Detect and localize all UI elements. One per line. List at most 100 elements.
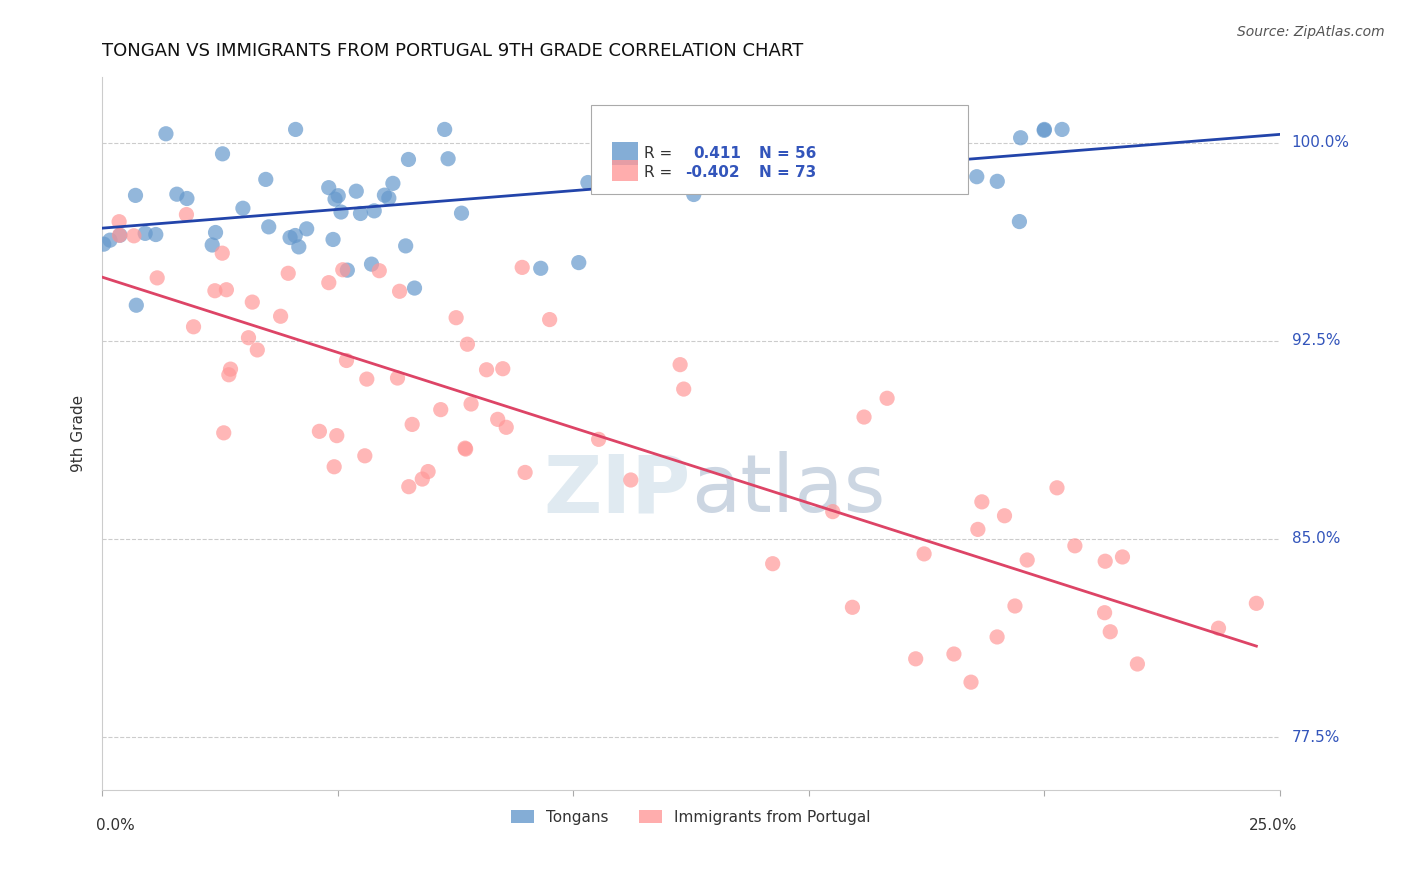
Point bbox=[284, 228, 307, 243]
Point bbox=[986, 174, 1008, 188]
Text: 100.0%: 100.0% bbox=[1292, 136, 1350, 150]
Point bbox=[387, 371, 409, 385]
Point bbox=[672, 382, 695, 396]
Point bbox=[183, 319, 205, 334]
Point bbox=[155, 127, 177, 141]
Point bbox=[1099, 624, 1122, 639]
Point bbox=[398, 480, 420, 494]
Point bbox=[966, 522, 988, 536]
Point bbox=[204, 284, 226, 298]
Point bbox=[942, 647, 965, 661]
Point bbox=[669, 358, 692, 372]
Point bbox=[295, 222, 318, 236]
Point bbox=[335, 353, 357, 368]
Point bbox=[486, 412, 509, 426]
Point bbox=[204, 226, 226, 240]
Point bbox=[904, 652, 927, 666]
Point bbox=[166, 187, 188, 202]
Point bbox=[326, 428, 349, 442]
Point bbox=[576, 176, 599, 190]
Point bbox=[475, 363, 498, 377]
Point bbox=[429, 402, 451, 417]
Point bbox=[513, 466, 536, 480]
Point bbox=[108, 215, 131, 229]
Point bbox=[246, 343, 269, 357]
Point bbox=[356, 372, 378, 386]
Point bbox=[395, 239, 418, 253]
Point bbox=[388, 285, 411, 299]
Point bbox=[176, 208, 198, 222]
Point bbox=[1033, 123, 1056, 137]
Point bbox=[254, 172, 277, 186]
Point bbox=[212, 425, 235, 440]
Point bbox=[1094, 554, 1116, 568]
Point bbox=[288, 240, 311, 254]
Point bbox=[277, 266, 299, 280]
Point bbox=[456, 337, 478, 351]
Point bbox=[1094, 606, 1116, 620]
Text: R =: R = bbox=[644, 146, 672, 161]
Point bbox=[530, 261, 553, 276]
Text: N = 73: N = 73 bbox=[759, 165, 817, 179]
Point bbox=[727, 131, 749, 145]
Point bbox=[308, 425, 330, 439]
Point bbox=[966, 169, 988, 184]
Text: N = 56: N = 56 bbox=[759, 146, 817, 161]
Text: 85.0%: 85.0% bbox=[1292, 532, 1340, 547]
Point bbox=[211, 146, 233, 161]
Point bbox=[700, 169, 723, 183]
Point bbox=[568, 255, 591, 269]
Text: -0.402: -0.402 bbox=[685, 165, 740, 179]
Point bbox=[232, 201, 254, 215]
Point bbox=[538, 312, 561, 326]
Point bbox=[682, 187, 704, 202]
Point bbox=[108, 228, 131, 243]
Point bbox=[238, 331, 260, 345]
Point bbox=[830, 145, 852, 159]
Point bbox=[318, 276, 340, 290]
Text: atlas: atlas bbox=[692, 451, 886, 529]
Point bbox=[398, 153, 420, 167]
Point bbox=[401, 417, 423, 432]
Point bbox=[450, 206, 472, 220]
Point bbox=[1046, 481, 1069, 495]
Point bbox=[1008, 214, 1031, 228]
Text: R =: R = bbox=[644, 165, 672, 179]
Point bbox=[125, 298, 148, 312]
Point bbox=[146, 271, 169, 285]
Point bbox=[373, 188, 395, 202]
Point bbox=[328, 188, 350, 202]
Point bbox=[970, 495, 993, 509]
Point bbox=[323, 192, 346, 206]
Point bbox=[416, 465, 439, 479]
Point bbox=[330, 205, 353, 219]
Text: 0.0%: 0.0% bbox=[97, 819, 135, 833]
Point bbox=[444, 310, 467, 325]
Y-axis label: 9th Grade: 9th Grade bbox=[72, 394, 86, 472]
Point bbox=[1246, 596, 1268, 610]
Point bbox=[912, 547, 935, 561]
Point bbox=[134, 227, 156, 241]
Point bbox=[404, 281, 426, 295]
Point bbox=[93, 237, 115, 252]
Point bbox=[1050, 122, 1073, 136]
Point bbox=[322, 232, 344, 246]
Point bbox=[124, 188, 146, 202]
Point bbox=[368, 263, 391, 277]
FancyBboxPatch shape bbox=[612, 160, 638, 181]
Point bbox=[986, 630, 1008, 644]
Point bbox=[1010, 130, 1032, 145]
Point bbox=[1017, 553, 1039, 567]
Point bbox=[492, 361, 515, 376]
Text: 92.5%: 92.5% bbox=[1292, 334, 1340, 348]
Point bbox=[378, 191, 401, 205]
Text: ZIP: ZIP bbox=[544, 451, 692, 529]
FancyBboxPatch shape bbox=[612, 142, 638, 165]
Text: 0.411: 0.411 bbox=[693, 146, 741, 161]
Point bbox=[495, 420, 517, 434]
Point bbox=[841, 600, 863, 615]
Point bbox=[323, 459, 346, 474]
Point bbox=[1126, 657, 1149, 671]
Point bbox=[876, 392, 898, 406]
Point bbox=[993, 508, 1015, 523]
